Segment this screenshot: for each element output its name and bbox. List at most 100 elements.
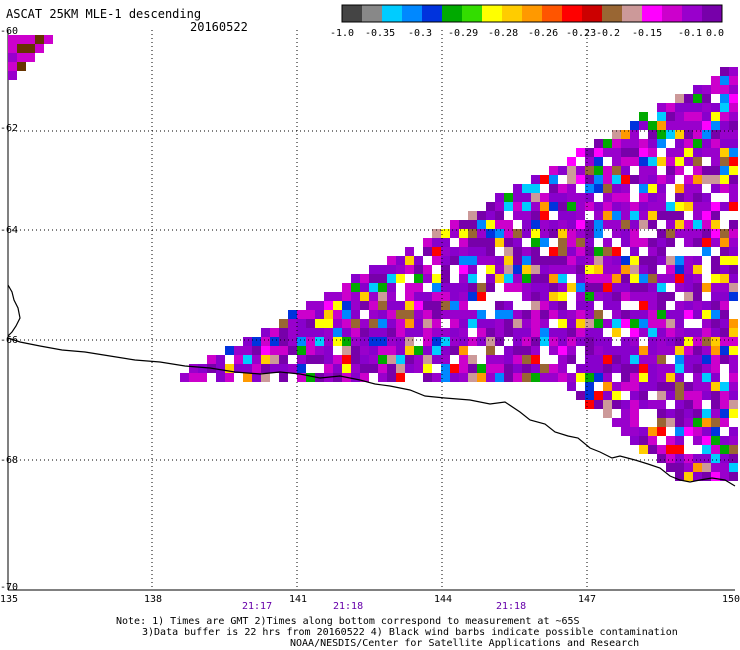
- data-cell: [414, 274, 423, 283]
- data-cell: [675, 202, 684, 211]
- data-cell: [513, 211, 522, 220]
- data-cell: [603, 247, 612, 256]
- data-cell: [351, 283, 360, 292]
- data-cell: [720, 76, 729, 85]
- data-cell: [630, 229, 639, 238]
- data-cell: [315, 346, 324, 355]
- data-cell: [531, 193, 540, 202]
- data-cell: [468, 238, 477, 247]
- data-cell: [648, 139, 657, 148]
- data-cell: [423, 301, 432, 310]
- data-cell: [540, 364, 549, 373]
- data-cell: [711, 184, 720, 193]
- data-cell: [693, 328, 702, 337]
- data-cell: [486, 229, 495, 238]
- data-cell: [684, 256, 693, 265]
- data-cell: [693, 301, 702, 310]
- data-cell: [405, 301, 414, 310]
- data-cell: [360, 328, 369, 337]
- data-cell: [567, 184, 576, 193]
- data-cell: [414, 283, 423, 292]
- data-cell: [450, 229, 459, 238]
- data-cell: [585, 337, 594, 346]
- data-cell: [513, 319, 522, 328]
- data-cell: [603, 355, 612, 364]
- data-cell: [711, 472, 720, 481]
- data-cell: [423, 292, 432, 301]
- data-cell: [432, 364, 441, 373]
- data-cell: [675, 373, 684, 382]
- colorbar-swatch: [422, 5, 443, 22]
- data-cell: [666, 445, 675, 454]
- data-cell: [711, 148, 720, 157]
- data-cell: [486, 256, 495, 265]
- data-cell: [612, 418, 621, 427]
- data-cell: [711, 175, 720, 184]
- data-cell: [639, 112, 648, 121]
- data-cell: [558, 310, 567, 319]
- data-cell: [243, 355, 252, 364]
- data-cell: [657, 355, 666, 364]
- data-cell: [594, 247, 603, 256]
- data-cell: [531, 319, 540, 328]
- data-cell: [729, 373, 738, 382]
- data-cell: [612, 265, 621, 274]
- data-cell: [585, 346, 594, 355]
- data-cell: [648, 211, 657, 220]
- pass-times: 21:17 21:18 21:18: [242, 601, 526, 612]
- data-cell: [630, 310, 639, 319]
- data-cell: [684, 229, 693, 238]
- data-cell: [594, 319, 603, 328]
- data-cell: [729, 85, 738, 94]
- data-cell: [279, 364, 288, 373]
- data-cell: [648, 328, 657, 337]
- data-cell: [441, 283, 450, 292]
- colorbar-swatch: [362, 5, 383, 22]
- data-cell: [405, 355, 414, 364]
- data-cell: [729, 427, 738, 436]
- data-cell: [306, 328, 315, 337]
- data-cell: [486, 373, 495, 382]
- data-cell: [666, 157, 675, 166]
- data-cell: [720, 292, 729, 301]
- data-cell: [495, 337, 504, 346]
- data-cell: [666, 283, 675, 292]
- data-cell: [522, 265, 531, 274]
- lat-label: -66: [0, 335, 18, 346]
- data-cell: [693, 436, 702, 445]
- data-cell: [729, 409, 738, 418]
- data-cell: [567, 373, 576, 382]
- data-cell: [594, 337, 603, 346]
- data-cell: [729, 265, 738, 274]
- data-cell: [666, 166, 675, 175]
- data-cell: [612, 211, 621, 220]
- data-cell: [234, 364, 243, 373]
- data-cell: [702, 328, 711, 337]
- data-cell: [189, 373, 198, 382]
- data-cell: [459, 274, 468, 283]
- data-cell: [684, 112, 693, 121]
- data-cell: [441, 355, 450, 364]
- data-cell: [35, 44, 44, 53]
- data-cell: [630, 427, 639, 436]
- data-cell: [648, 292, 657, 301]
- data-cell: [612, 292, 621, 301]
- data-cell: [477, 328, 486, 337]
- data-cell: [549, 166, 558, 175]
- data-cell: [540, 274, 549, 283]
- data-cell: [576, 193, 585, 202]
- data-cell: [441, 247, 450, 256]
- data-cell: [297, 310, 306, 319]
- data-cell: [441, 292, 450, 301]
- data-cell: [594, 229, 603, 238]
- data-cell: [729, 391, 738, 400]
- colorbar-swatch: [382, 5, 403, 22]
- data-cell: [360, 319, 369, 328]
- data-cell: [495, 301, 504, 310]
- data-cell: [423, 337, 432, 346]
- data-cell: [630, 238, 639, 247]
- data-cell: [693, 382, 702, 391]
- data-cell: [270, 337, 279, 346]
- data-cell: [531, 328, 540, 337]
- data-cell: [549, 373, 558, 382]
